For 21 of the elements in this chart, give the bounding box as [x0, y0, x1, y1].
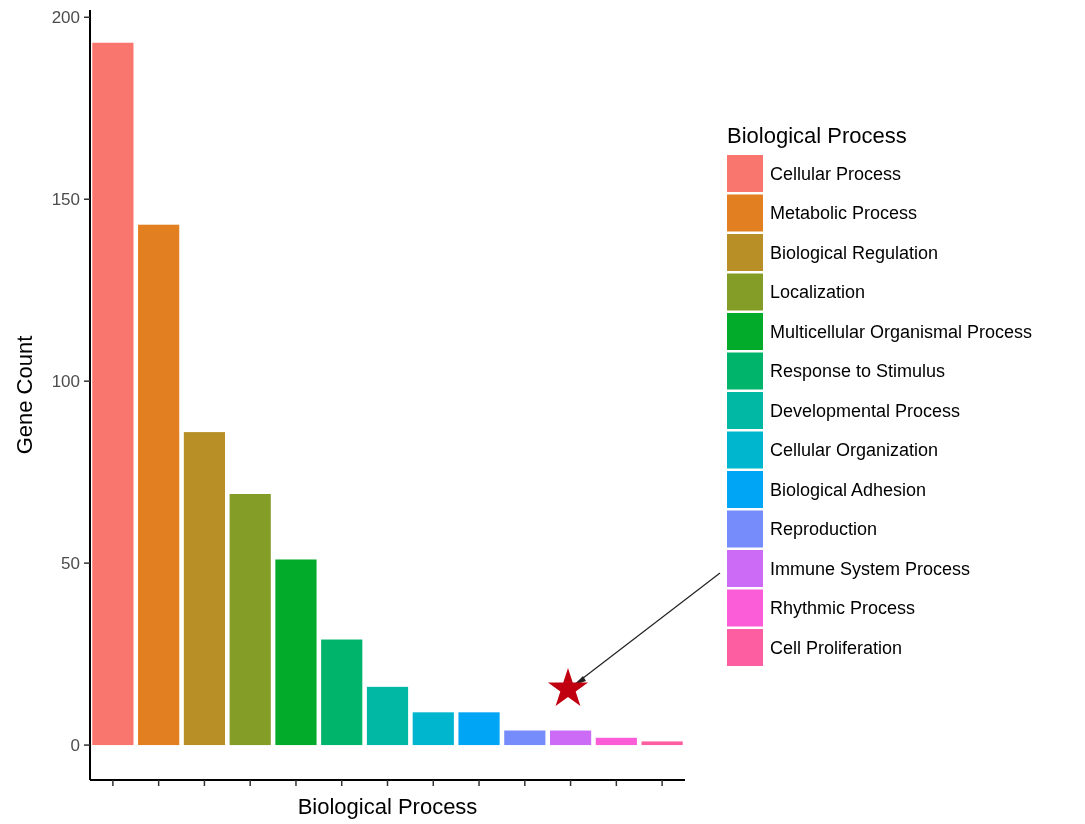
x-axis-title: Biological Process — [297, 794, 478, 819]
legend-label: Cellular Process — [770, 163, 902, 184]
y-tick-label: 50 — [61, 554, 80, 574]
y-tick-label: 100 — [51, 372, 80, 392]
legend-label: Immune System Process — [770, 558, 971, 579]
legend-label: Response to Stimulus — [770, 361, 946, 382]
legend-label: Metabolic Process — [770, 203, 918, 224]
legend-label: Multicellular Organismal Process — [770, 321, 1033, 342]
legend-title: Biological Process — [727, 122, 907, 148]
legend-label: Cell Proliferation — [770, 637, 903, 658]
y-tick-label: 0 — [70, 736, 80, 756]
legend-label: Reproduction — [770, 519, 878, 540]
legend-label: Biological Adhesion — [770, 479, 927, 500]
y-axis-title: Gene Count — [12, 335, 37, 455]
legend-label: Rhythmic Process — [770, 598, 916, 619]
y-tick-label: 200 — [51, 8, 80, 28]
legend-label: Localization — [770, 282, 866, 303]
legend-label: Biological Regulation — [770, 242, 939, 263]
y-tick-label: 150 — [51, 190, 80, 210]
legend-label: Developmental Process — [770, 400, 961, 421]
legend-label: Cellular Organization — [770, 440, 939, 461]
